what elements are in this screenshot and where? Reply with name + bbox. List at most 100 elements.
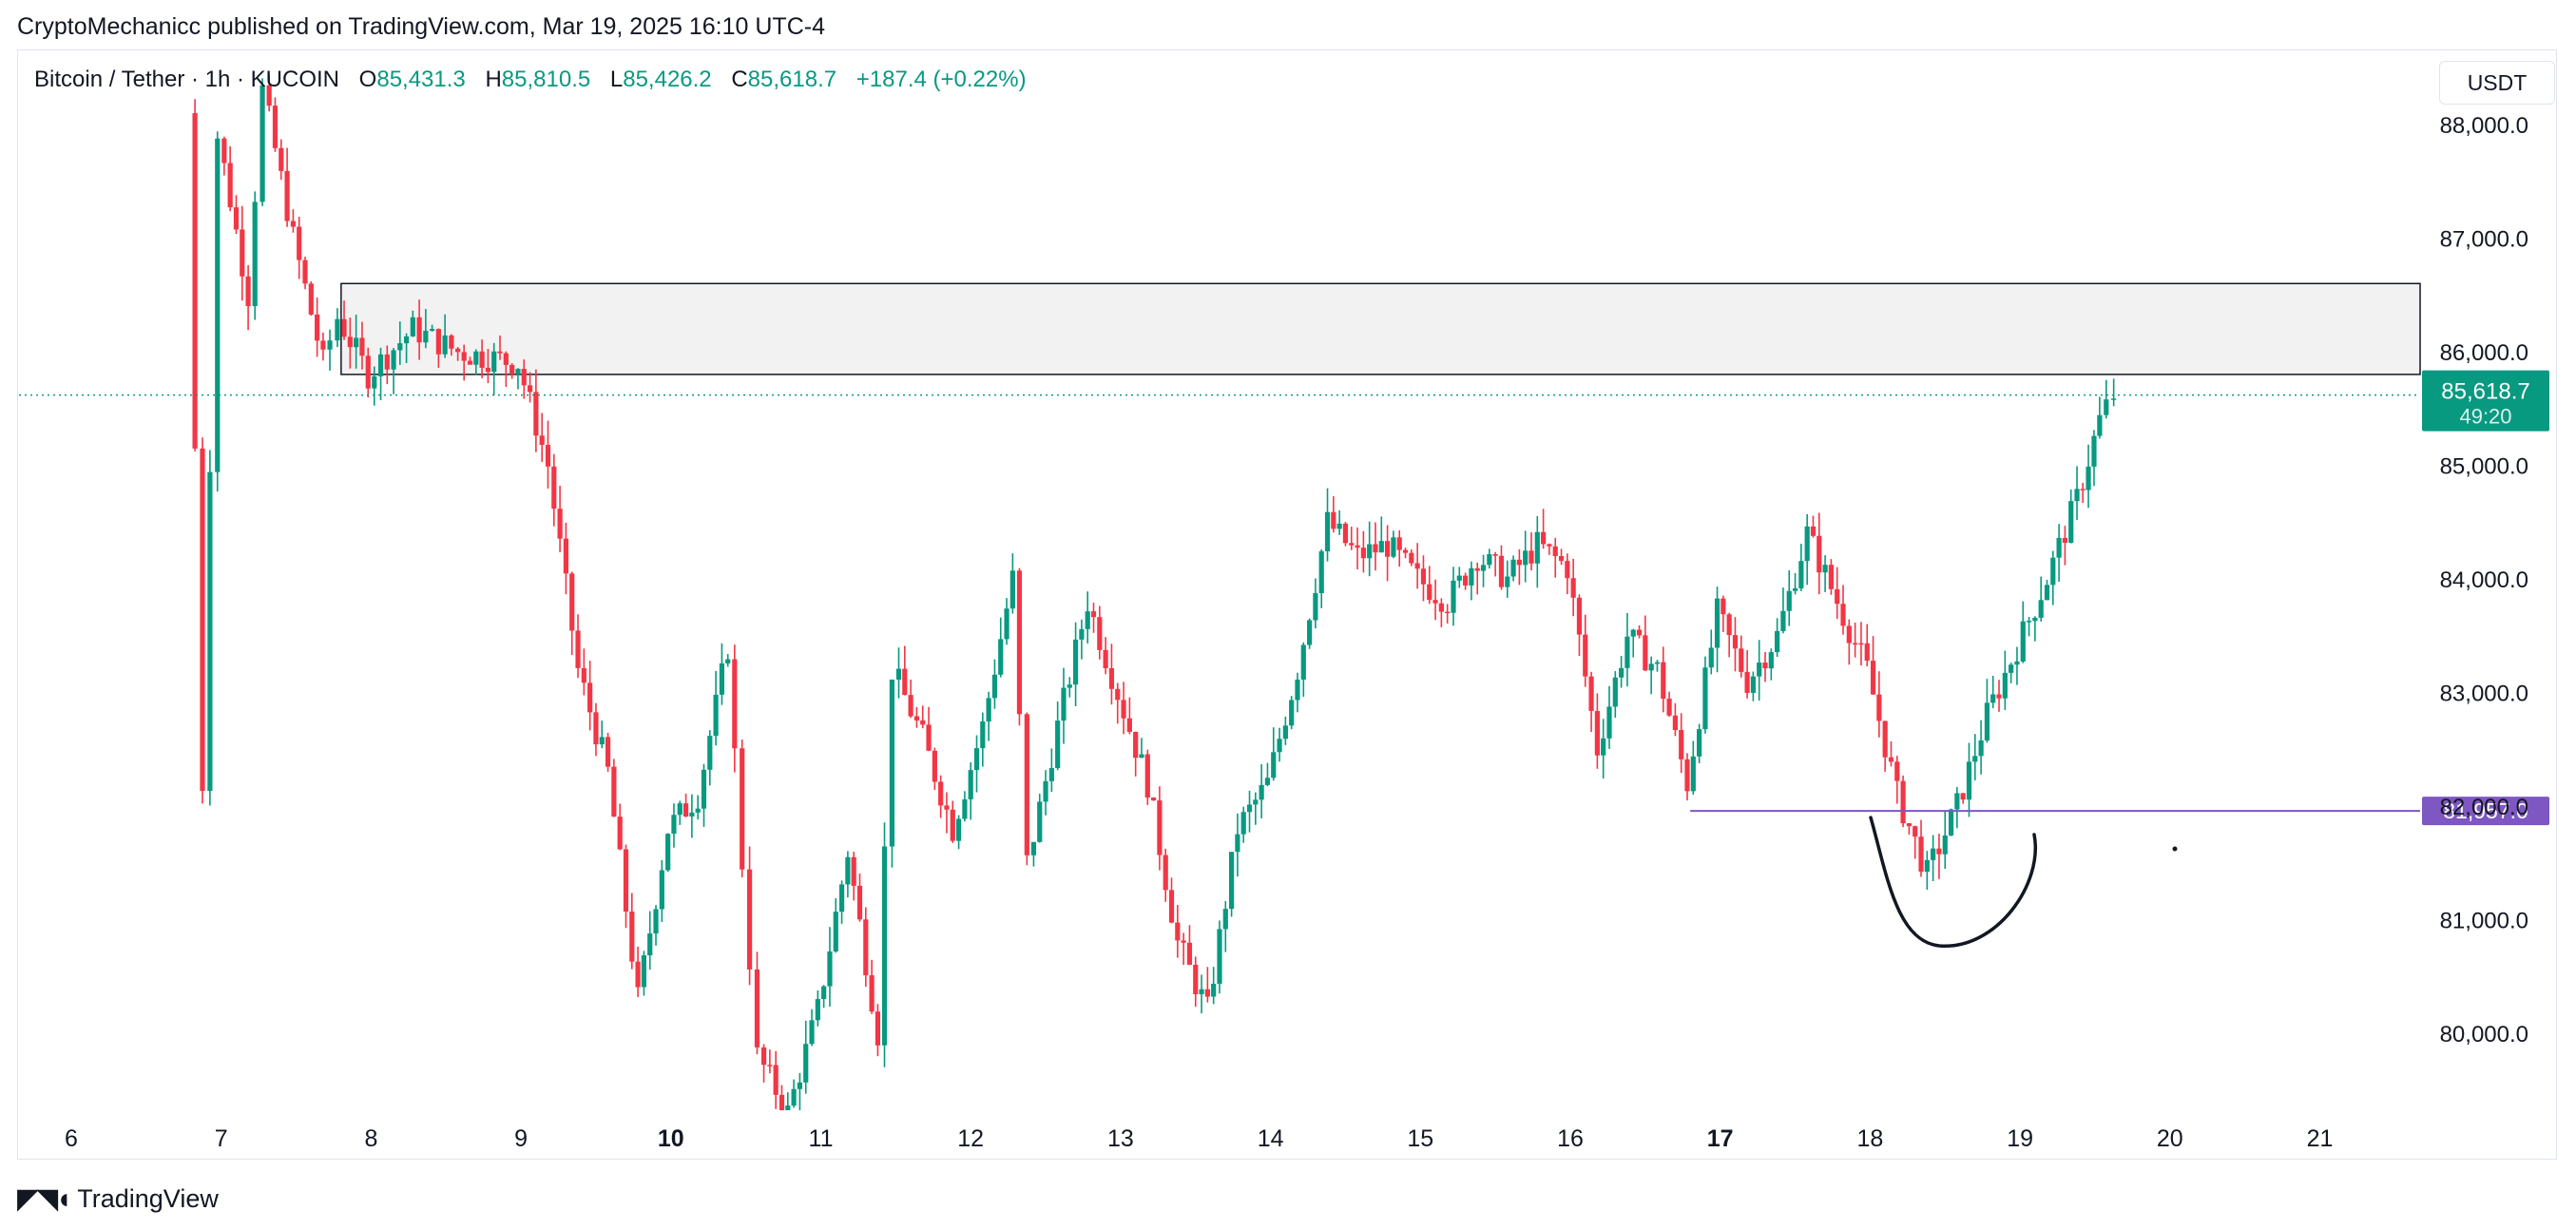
candle[interactable]	[1702, 667, 1708, 730]
candle[interactable]	[1061, 687, 1067, 721]
candle[interactable]	[1409, 552, 1414, 564]
candle[interactable]	[827, 951, 833, 987]
candle[interactable]	[1654, 662, 1661, 664]
candle[interactable]	[1876, 694, 1882, 721]
candle[interactable]	[1661, 662, 1666, 700]
candle[interactable]	[539, 435, 545, 446]
candle[interactable]	[689, 812, 695, 817]
candle[interactable]	[1139, 754, 1144, 759]
candle[interactable]	[659, 870, 664, 910]
candle[interactable]	[1456, 575, 1462, 581]
candle[interactable]	[485, 367, 491, 373]
hand-drawn-curve[interactable]	[1869, 816, 2037, 948]
candle[interactable]	[809, 1020, 815, 1045]
candle[interactable]	[797, 1082, 803, 1089]
candle[interactable]	[290, 221, 296, 227]
candle[interactable]	[1055, 721, 1061, 769]
candle[interactable]	[533, 392, 539, 436]
candle[interactable]	[1048, 768, 1054, 781]
candle[interactable]	[754, 969, 760, 1047]
candle[interactable]	[2032, 617, 2038, 622]
candle[interactable]	[881, 846, 888, 1046]
candle[interactable]	[1391, 537, 1396, 557]
candle[interactable]	[791, 1088, 797, 1106]
candle[interactable]	[410, 317, 415, 336]
candle[interactable]	[1528, 550, 1534, 564]
candle[interactable]	[1157, 800, 1163, 855]
candle[interactable]	[1342, 523, 1349, 544]
candle[interactable]	[955, 818, 962, 841]
candle[interactable]	[1672, 715, 1678, 731]
candle[interactable]	[227, 163, 233, 208]
candle[interactable]	[932, 750, 937, 782]
candle[interactable]	[1714, 598, 1721, 648]
candle[interactable]	[1828, 565, 1834, 589]
candle[interactable]	[302, 259, 308, 284]
candle[interactable]	[1853, 643, 1858, 645]
candle[interactable]	[2014, 661, 2020, 665]
candle[interactable]	[1085, 611, 1090, 629]
candle[interactable]	[1420, 568, 1427, 585]
candle[interactable]	[1624, 636, 1630, 668]
candle[interactable]	[1565, 561, 1570, 579]
candle[interactable]	[1271, 752, 1277, 778]
candle[interactable]	[1552, 546, 1558, 557]
candle[interactable]	[1505, 576, 1510, 587]
candle[interactable]	[266, 85, 272, 106]
candle[interactable]	[773, 1065, 779, 1095]
candle[interactable]	[1090, 611, 1097, 618]
candle[interactable]	[515, 369, 521, 375]
candle[interactable]	[503, 353, 509, 365]
candle[interactable]	[252, 202, 258, 307]
candle[interactable]	[1492, 554, 1498, 556]
candle[interactable]	[1355, 545, 1360, 548]
candle[interactable]	[2056, 537, 2062, 558]
candle[interactable]	[1163, 855, 1168, 891]
candle[interactable]	[1757, 663, 1762, 677]
candle[interactable]	[491, 351, 497, 373]
candle[interactable]	[1360, 548, 1366, 559]
candle[interactable]	[416, 317, 422, 343]
candle[interactable]	[245, 276, 251, 307]
candle[interactable]	[653, 909, 659, 934]
candle[interactable]	[1966, 761, 1972, 800]
candle[interactable]	[1277, 739, 1282, 753]
candle[interactable]	[551, 466, 557, 509]
candle[interactable]	[384, 354, 390, 370]
candle[interactable]	[1954, 793, 1960, 810]
candle[interactable]	[869, 975, 875, 1012]
candle[interactable]	[926, 724, 932, 751]
candle[interactable]	[1126, 718, 1132, 732]
candle[interactable]	[391, 350, 396, 370]
candle[interactable]	[701, 769, 707, 809]
candle[interactable]	[1972, 756, 1978, 762]
candle[interactable]	[1246, 804, 1253, 813]
candle[interactable]	[587, 682, 593, 713]
candle[interactable]	[1103, 649, 1108, 668]
tradingview-brand[interactable]: ◤◥◖ TradingView	[17, 1182, 219, 1216]
candle[interactable]	[397, 343, 403, 351]
candle[interactable]	[354, 337, 359, 348]
candle[interactable]	[563, 538, 569, 574]
candle[interactable]	[635, 961, 641, 988]
candle[interactable]	[1289, 700, 1295, 726]
candle[interactable]	[1798, 561, 1804, 588]
candle[interactable]	[1619, 667, 1624, 678]
candle[interactable]	[1726, 614, 1732, 636]
candle[interactable]	[1144, 754, 1150, 798]
candle[interactable]	[1840, 604, 1846, 626]
candle[interactable]	[1510, 559, 1516, 577]
candle[interactable]	[1009, 570, 1015, 609]
candle[interactable]	[1810, 526, 1817, 536]
candle[interactable]	[1498, 555, 1505, 587]
candle[interactable]	[2050, 557, 2056, 586]
candle[interactable]	[1313, 592, 1318, 621]
currency-button[interactable]: USDT	[2439, 61, 2555, 105]
candle[interactable]	[593, 712, 599, 745]
candle[interactable]	[671, 815, 677, 835]
candle[interactable]	[1211, 983, 1217, 997]
candle[interactable]	[377, 354, 384, 376]
candle[interactable]	[1307, 620, 1313, 645]
candle[interactable]	[1583, 634, 1588, 677]
